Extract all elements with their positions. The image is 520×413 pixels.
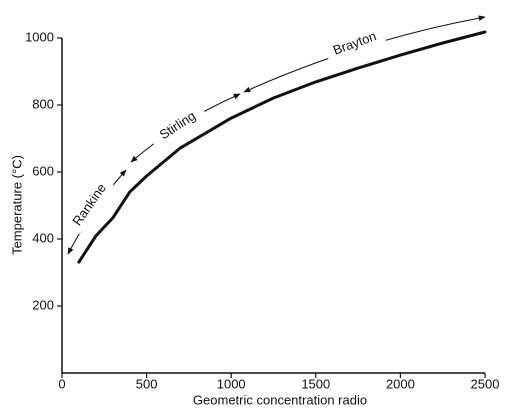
annotation-arrow [243, 15, 486, 93]
x-tick-label: 2500 [471, 376, 500, 391]
annotation-label: Brayton [331, 28, 378, 57]
y-tick-label: 200 [32, 297, 54, 312]
annotation-backdrop [324, 26, 386, 62]
y-tick-label: 800 [32, 96, 54, 111]
axis-line [61, 38, 485, 374]
y-tick-label: 400 [32, 230, 54, 245]
x-tick-label: 0 [58, 376, 65, 391]
y-axis-label: Temperature (°C) [9, 155, 24, 255]
x-tick-label: 1000 [217, 376, 246, 391]
x-axis-label: Geometric concentration radio [193, 392, 367, 407]
y-tick-label: 1000 [25, 29, 54, 44]
annotation-label: Rankine [69, 181, 109, 229]
annotation-backdrop [66, 175, 114, 235]
annotation-backdrop [148, 102, 208, 150]
x-tick-label: 2000 [386, 376, 415, 391]
x-tick-label: 500 [136, 376, 158, 391]
x-tick-label: 1500 [301, 376, 330, 391]
y-tick-label: 600 [32, 163, 54, 178]
data-line [77, 30, 487, 264]
